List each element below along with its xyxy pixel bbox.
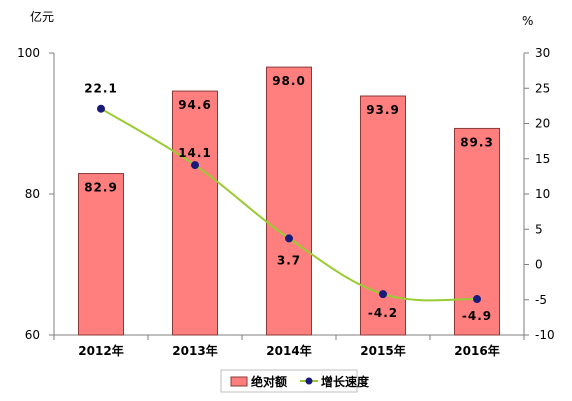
line-data-label: 22.1 [84, 82, 118, 96]
line-data-label: -4.2 [368, 306, 398, 320]
left-tick-label: 80 [25, 187, 40, 201]
growth-marker [379, 290, 387, 299]
bar [454, 127, 500, 336]
bar-data-label: 89.3 [460, 135, 494, 149]
bar-data-label: 98.0 [272, 74, 306, 88]
legend: 绝对额 增长速度 [220, 369, 370, 393]
bar [360, 95, 406, 336]
bar-data-label: 93.9 [366, 103, 400, 117]
bar-data-label: 82.9 [84, 181, 118, 195]
legend-swatch-bar [230, 376, 248, 387]
x-tick-label: 2013年 [172, 343, 217, 358]
bar [172, 90, 218, 336]
legend-box [220, 369, 358, 393]
right-axis-unit: % [522, 14, 533, 28]
right-tick-label: -10 [535, 328, 555, 342]
right-tick-label: 5 [535, 222, 543, 236]
left-axis-unit: 亿元 [30, 9, 54, 24]
right-tick-label: 30 [535, 46, 550, 60]
left-tick-label: 60 [25, 328, 40, 342]
x-tick-label: 2014年 [266, 343, 311, 358]
right-tick-label: -5 [535, 293, 547, 307]
line-data-label: -4.9 [462, 309, 492, 323]
left-tick-label: 100 [17, 46, 40, 60]
line-data-label: 3.7 [277, 253, 301, 267]
right-tick-label: 10 [535, 187, 550, 201]
legend-label-bar: 绝对额 [251, 374, 287, 389]
plot-area: 60 80 100 -10 -5 0 5 10 15 20 25 30 2012年 2013年 2014年 2… [17, 46, 555, 358]
bar [78, 173, 124, 336]
growth-marker [97, 104, 105, 113]
right-tick-label: 15 [535, 152, 550, 166]
legend-swatch-marker [305, 377, 313, 385]
growth-marker [285, 234, 293, 243]
x-tick-label: 2016年 [454, 343, 499, 358]
right-tick-label: 20 [535, 117, 550, 131]
legend-label-line: 增长速度 [321, 374, 370, 389]
right-tick-label: 25 [535, 81, 550, 95]
bar [266, 66, 312, 336]
growth-marker [473, 295, 481, 304]
line-data-label: 14.1 [178, 146, 212, 160]
bar-data-label: 94.6 [178, 98, 212, 112]
right-tick-label: 0 [535, 258, 543, 272]
x-tick-label: 2012年 [78, 343, 123, 358]
x-tick-label: 2015年 [360, 343, 405, 358]
growth-marker [191, 161, 199, 170]
